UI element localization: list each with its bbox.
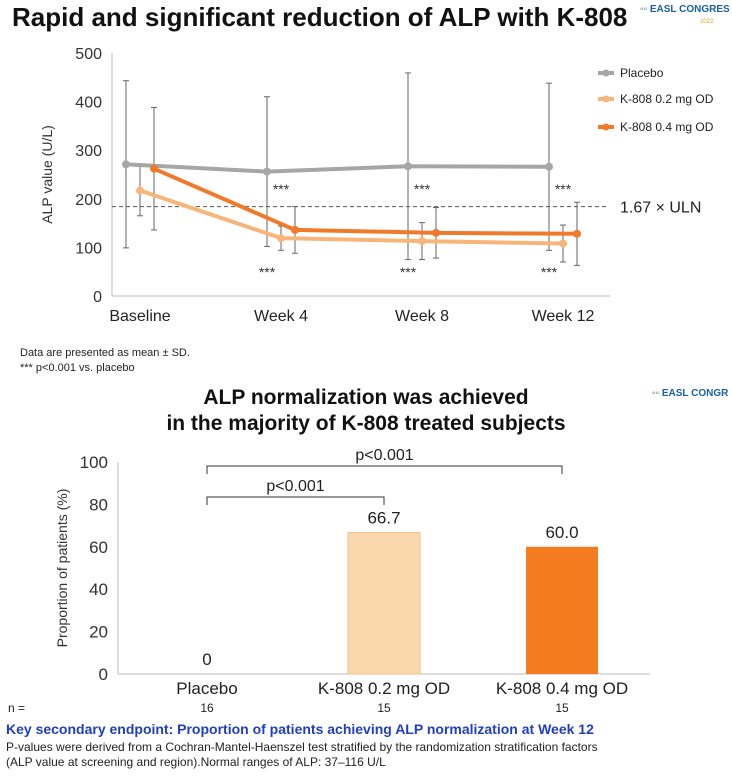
y-tick-label: 500: [75, 46, 102, 63]
series-line: [125, 162, 550, 174]
x-tick-label: K-808 0.4 mg OD: [496, 679, 628, 698]
chart-title: Rapid and significant reduction of ALP w…: [12, 2, 628, 32]
easl-logo-text: EASL CONGRES: [649, 4, 730, 15]
x-tick-label: Baseline: [109, 308, 170, 325]
bar-value-label: 66.7: [367, 509, 400, 528]
easl-logo-top: ◦◦ EASL CONGRES 2022: [640, 4, 730, 26]
sd-note: Data are presented as mean ± SD.: [20, 347, 190, 359]
x-tick-label: Week 4: [254, 308, 308, 325]
n-value: 15: [377, 701, 391, 715]
significance-marker: ***: [414, 181, 431, 197]
significance-marker: ***: [259, 264, 276, 280]
significance-marker: ***: [273, 181, 290, 197]
legend-label: K-808 0.4 mg OD: [620, 120, 714, 134]
easl-logo-year: 2022: [700, 19, 714, 25]
legend-marker: [602, 95, 610, 103]
significance-bracket: [206, 465, 563, 474]
significance-marker: ***: [541, 264, 558, 280]
series-line: [153, 166, 578, 236]
y-tick-label: 100: [80, 453, 108, 472]
x-tick-label: Week 12: [532, 308, 595, 325]
n-value: 15: [555, 701, 569, 715]
data-point: [122, 160, 130, 169]
legend-marker: [602, 69, 610, 77]
data-point: [432, 228, 440, 237]
y-tick-label: 20: [89, 623, 108, 642]
significance-bracket: [206, 496, 385, 505]
alp-line-chart: 0 100 200 300 400 500 ALP value (U/L) Baseline W…: [39, 46, 714, 325]
easl-logo-icon: ◦◦: [652, 388, 660, 399]
easl-logo-icon: ◦◦: [640, 4, 648, 15]
significance-marker: ***: [400, 264, 417, 280]
legend-marker: [602, 123, 610, 131]
data-point: [545, 162, 553, 171]
data-point: [277, 234, 285, 243]
data-point: [418, 237, 426, 246]
pvalue-note-line2: (ALP value at screening and region).Norm…: [6, 755, 386, 769]
x-tick-label: Placebo: [176, 679, 237, 698]
data-point: [263, 167, 271, 176]
y-tick-label: 60: [89, 538, 108, 557]
legend-label: K-808 0.2 mg OD: [620, 92, 714, 106]
data-point: [291, 225, 299, 234]
data-point: [136, 186, 144, 195]
section2-title-line2: in the majority of K-808 treated subject…: [166, 412, 566, 435]
series-line: [139, 188, 564, 246]
y-axis-label: ALP value (U/L): [39, 125, 55, 224]
data-point: [559, 239, 567, 248]
bar-value-label: 0: [202, 650, 211, 669]
y-tick-label: 300: [75, 143, 102, 160]
y-tick-label: 0: [99, 665, 108, 684]
y-tick-label: 0: [93, 289, 102, 306]
bar: [526, 546, 598, 674]
y-tick-label: 400: [75, 95, 102, 112]
n-label: n =: [8, 701, 25, 715]
pvalue-note-line1: P-values were derived from a Cochran-Man…: [6, 740, 598, 754]
y-tick-label: 40: [89, 580, 108, 599]
data-point: [404, 162, 412, 171]
section2-title-line1: ALP normalization was achieved: [203, 386, 529, 409]
significance-note: *** p<0.001 vs. placebo: [20, 362, 135, 374]
x-tick-label: K-808 0.2 mg OD: [318, 679, 450, 698]
legend-label: Placebo: [620, 66, 664, 80]
significance-marker: ***: [555, 181, 572, 197]
easl-logo-bottom: ◦◦ EASL CONGR: [652, 388, 728, 399]
y-tick-label: 100: [75, 240, 102, 257]
key-endpoint-text: Key secondary endpoint: Proportion of pa…: [6, 721, 594, 737]
data-point: [150, 164, 158, 173]
bar: [347, 532, 421, 675]
comparison-pvalue: p<0.001: [266, 478, 324, 495]
y-axis-label: Proportion of patients (%): [54, 489, 70, 648]
y-tick-label: 80: [89, 495, 108, 514]
n-value: 16: [200, 701, 214, 715]
comparison-pvalue: p<0.001: [355, 447, 413, 464]
x-tick-label: Week 8: [395, 308, 449, 325]
reference-line-label: 1.67 × ULN: [620, 200, 701, 217]
bar-value-label: 60.0: [545, 523, 578, 542]
normalization-bar-chart: 0 20 40 60 80 100 Proportion of patients (%) 0 P…: [8, 447, 650, 715]
easl-logo-text: EASL CONGR: [661, 388, 729, 399]
y-tick-label: 200: [75, 192, 102, 209]
data-point: [573, 229, 581, 238]
